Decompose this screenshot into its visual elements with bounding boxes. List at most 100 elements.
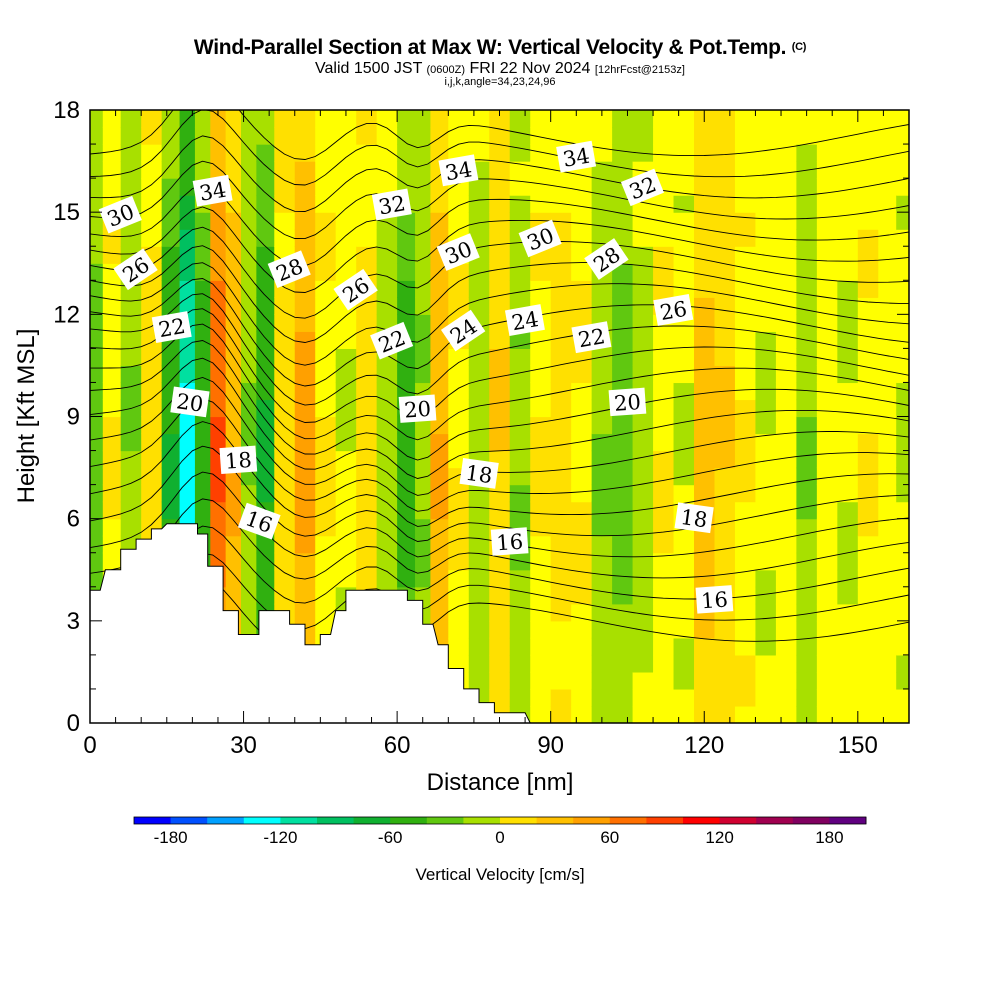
w-cell <box>294 382 316 401</box>
w-cell <box>430 450 449 469</box>
w-cell <box>210 365 227 384</box>
w-cell <box>896 552 909 571</box>
w-cell <box>397 212 416 230</box>
w-cell <box>878 620 897 639</box>
w-cell <box>356 229 378 247</box>
w-cell <box>571 399 593 418</box>
w-cell <box>448 127 470 145</box>
w-cell <box>376 552 398 571</box>
w-cell <box>335 127 357 145</box>
w-cell <box>415 569 431 588</box>
w-cell <box>376 161 398 179</box>
w-cell <box>448 620 470 639</box>
w-cell <box>878 365 897 384</box>
w-cell <box>241 263 257 281</box>
w-cell <box>775 586 797 605</box>
w-cell <box>225 144 242 162</box>
w-cell <box>225 212 242 230</box>
w-cell <box>530 110 552 128</box>
w-cell <box>274 110 296 128</box>
w-cell <box>294 399 316 418</box>
w-cell <box>714 144 736 162</box>
w-cell <box>591 110 613 128</box>
w-cell <box>397 518 416 537</box>
w-cell <box>530 382 552 401</box>
w-cell <box>161 229 181 247</box>
colorbar-swatch <box>646 817 684 824</box>
w-cell <box>896 297 909 315</box>
w-cell <box>714 399 736 418</box>
theta-label: 22 <box>571 321 612 354</box>
w-cell <box>632 297 654 315</box>
w-cell <box>878 501 897 520</box>
w-cell <box>694 195 716 213</box>
w-cell <box>376 144 398 162</box>
w-cell <box>335 195 357 213</box>
w-cell <box>612 263 634 281</box>
theta-label: 24 <box>504 304 545 337</box>
w-cell <box>274 586 296 605</box>
w-cell <box>294 569 316 588</box>
w-cell <box>530 705 552 723</box>
w-cell <box>734 569 757 588</box>
w-cell <box>397 280 416 298</box>
w-cell <box>294 433 316 452</box>
w-cell <box>571 416 593 435</box>
w-cell <box>430 382 449 401</box>
w-cell <box>755 110 777 128</box>
w-cell <box>194 484 211 503</box>
w-cell <box>896 569 909 588</box>
colorbar-tick-label: 60 <box>600 828 619 847</box>
w-cell <box>734 620 757 639</box>
w-cell <box>571 501 593 520</box>
w-cell <box>430 501 449 520</box>
w-cell <box>837 501 859 520</box>
colorbar-swatch <box>170 817 208 824</box>
w-cell <box>550 246 572 264</box>
w-cell <box>755 518 777 537</box>
w-cell <box>509 348 531 367</box>
w-cell <box>714 161 736 179</box>
w-cell <box>857 705 879 723</box>
w-cell <box>415 246 431 264</box>
w-cell <box>430 365 449 384</box>
theta-label: 16 <box>237 502 281 540</box>
w-cell <box>857 433 879 452</box>
w-cell <box>415 110 431 128</box>
w-cell <box>294 518 316 537</box>
w-cell <box>837 637 859 656</box>
w-cell <box>734 603 757 622</box>
w-cell <box>509 280 531 298</box>
w-cell <box>161 263 181 281</box>
w-cell <box>896 399 909 418</box>
w-cell <box>673 195 695 213</box>
w-cell <box>241 178 257 196</box>
w-cell <box>673 603 695 622</box>
w-cell <box>550 416 572 435</box>
w-cell <box>837 518 859 537</box>
w-cell <box>673 246 695 264</box>
w-cell <box>755 382 777 401</box>
y-tick-label: 15 <box>53 199 80 226</box>
w-cell <box>335 110 357 128</box>
w-cell <box>755 586 777 605</box>
theta-contour-line <box>90 377 909 496</box>
w-cell <box>225 433 242 452</box>
w-cell <box>376 110 398 128</box>
w-cell <box>161 161 181 179</box>
w-cell <box>775 620 797 639</box>
w-cell <box>878 654 897 673</box>
w-cell <box>612 603 634 622</box>
w-cell <box>694 637 716 656</box>
w-cell <box>755 637 777 656</box>
w-cell <box>489 654 511 673</box>
colorbar-tick-label: -120 <box>263 828 297 847</box>
w-cell <box>210 433 227 452</box>
w-cell <box>397 552 416 571</box>
chart-subtitle: Valid 1500 JST (0600Z) FRI 22 Nov 2024 [… <box>315 60 685 77</box>
w-cell <box>837 161 859 179</box>
w-cell <box>755 688 777 707</box>
w-cell <box>356 382 378 401</box>
w-cell <box>415 144 431 162</box>
w-cell <box>294 280 316 298</box>
